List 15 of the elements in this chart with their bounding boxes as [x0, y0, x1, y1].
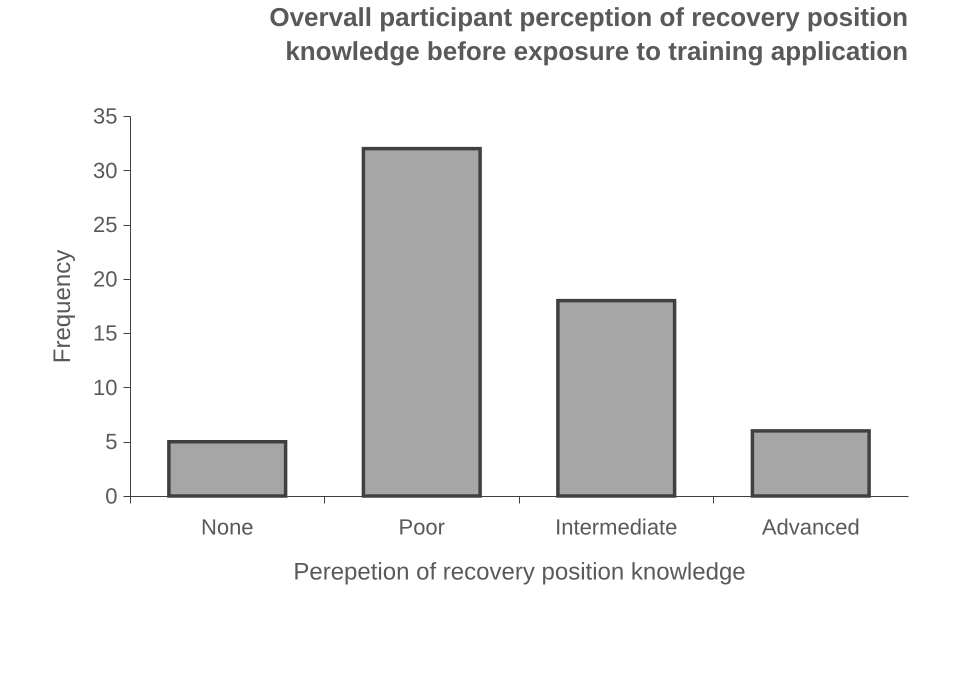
- y-tick-label: 0: [105, 484, 118, 508]
- y-tick-label: 10: [93, 374, 118, 400]
- y-tick-label: 35: [93, 104, 118, 128]
- y-tick-label: 5: [105, 429, 118, 454]
- x-tick-label: Advanced: [762, 514, 860, 540]
- x-tick-label: Poor: [398, 514, 445, 540]
- chart-title: Overvall participant perception of recovery position knowledge before exposure to training application: [269, 2, 908, 66]
- y-tick-label: 20: [93, 266, 118, 292]
- y-axis-title: Frequency: [49, 250, 76, 364]
- y-tick-label: 15: [93, 320, 118, 346]
- x-tick-label: Intermediate: [555, 514, 678, 540]
- y-tick-label: 30: [93, 158, 118, 183]
- y-tick-label: 25: [93, 212, 118, 238]
- x-tick-label: None: [200, 514, 254, 540]
- x-axis-title: Perepetion of recovery position knowledge: [293, 558, 746, 586]
